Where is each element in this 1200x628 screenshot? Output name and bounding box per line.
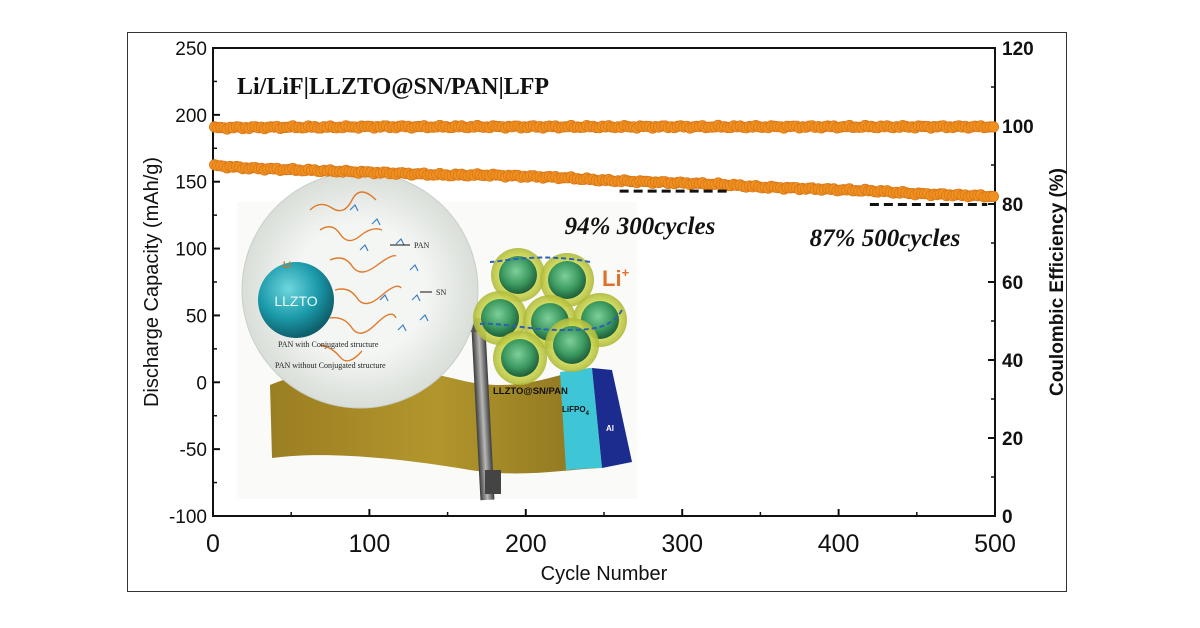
- y2-tick-label: 40: [1002, 351, 1023, 372]
- x-tick-label: 0: [206, 530, 220, 558]
- lifepo4-layer: [560, 368, 602, 470]
- conj-without-label: PAN without Conjugated structure: [275, 361, 386, 370]
- polymer-chains: [309, 191, 402, 362]
- x-tick-label: 100: [349, 530, 391, 558]
- x-tick-label: 400: [818, 530, 860, 558]
- pan-label: PAN: [414, 241, 429, 250]
- chart-title: Li/LiF|LLZTO@SN/PAN|LFP: [237, 74, 549, 100]
- x-tick-label: 300: [661, 530, 703, 558]
- y-tick-label: -50: [180, 440, 207, 461]
- inset-illustration: LLZTO Li PAN SN PAN with Conjugated stru…: [237, 171, 637, 501]
- y-tick-label: 0: [196, 373, 207, 394]
- y-tick-label: 200: [175, 106, 207, 127]
- x-tick-labels: 0 100 200 300 400 500: [206, 530, 1016, 558]
- conj-with-label: PAN with Conjugated structure: [278, 340, 379, 349]
- al-collector: [592, 368, 632, 468]
- x-tick-label: 500: [974, 530, 1016, 558]
- y-axis-title: Discharge Capacity (mAh/g): [141, 157, 163, 407]
- series-discharge-capacity: [209, 159, 1000, 203]
- li-path-bottom: [477, 309, 623, 332]
- y2-tick-label: 0: [1002, 507, 1013, 528]
- y2-tick-label: 100: [1002, 117, 1034, 138]
- right-tick-labels: 0 20 40 60 80 100 120: [1002, 39, 1034, 528]
- annotation-500-cycles: 87% 500cycles: [810, 225, 961, 252]
- y2-tick-label: 60: [1002, 273, 1023, 294]
- cathode-label: LiFPO4: [562, 405, 590, 417]
- sn-molecules: [349, 203, 429, 332]
- left-tick-labels: -100 -50 0 50 100 150 200 250: [169, 39, 207, 528]
- y-tick-label: -100: [169, 507, 207, 528]
- annotation-300-cycles: 94% 300cycles: [565, 213, 716, 240]
- li-ion-label: Li+: [602, 265, 630, 291]
- membrane-label: LLZTO@SN/PAN: [493, 386, 568, 397]
- al-label: Al: [606, 424, 614, 433]
- data-point: [987, 121, 1000, 133]
- figure-frame: [127, 32, 1067, 592]
- axis-ticks: [212, 47, 996, 517]
- annotations: 94% 300cycles 87% 500cycles: [565, 189, 988, 252]
- y-tick-label: 100: [175, 240, 207, 261]
- roller-rod: [471, 329, 495, 501]
- y2-tick-label: 20: [1002, 429, 1023, 450]
- rod-bottom: [485, 470, 501, 494]
- y2-axis-title: Coulombic Efficiency (%): [1047, 168, 1068, 396]
- particle-cluster: [473, 248, 627, 385]
- y2-tick-label: 80: [1002, 195, 1023, 216]
- llzto-particle: [258, 262, 334, 338]
- x-axis-title: Cycle Number: [541, 563, 668, 585]
- data-point: [987, 190, 1000, 203]
- y-tick-label: 250: [175, 39, 207, 60]
- y-tick-label: 50: [186, 306, 207, 327]
- y2-tick-label: 120: [1002, 39, 1034, 60]
- llzto-label: LLZTO: [274, 293, 317, 309]
- li-label: Li: [283, 260, 291, 270]
- series-coulombic-efficiency: [209, 119, 1000, 135]
- sn-label: SN: [436, 288, 446, 297]
- x-tick-label: 200: [505, 530, 547, 558]
- y-tick-label: 150: [175, 173, 207, 194]
- li-path-top: [489, 256, 591, 263]
